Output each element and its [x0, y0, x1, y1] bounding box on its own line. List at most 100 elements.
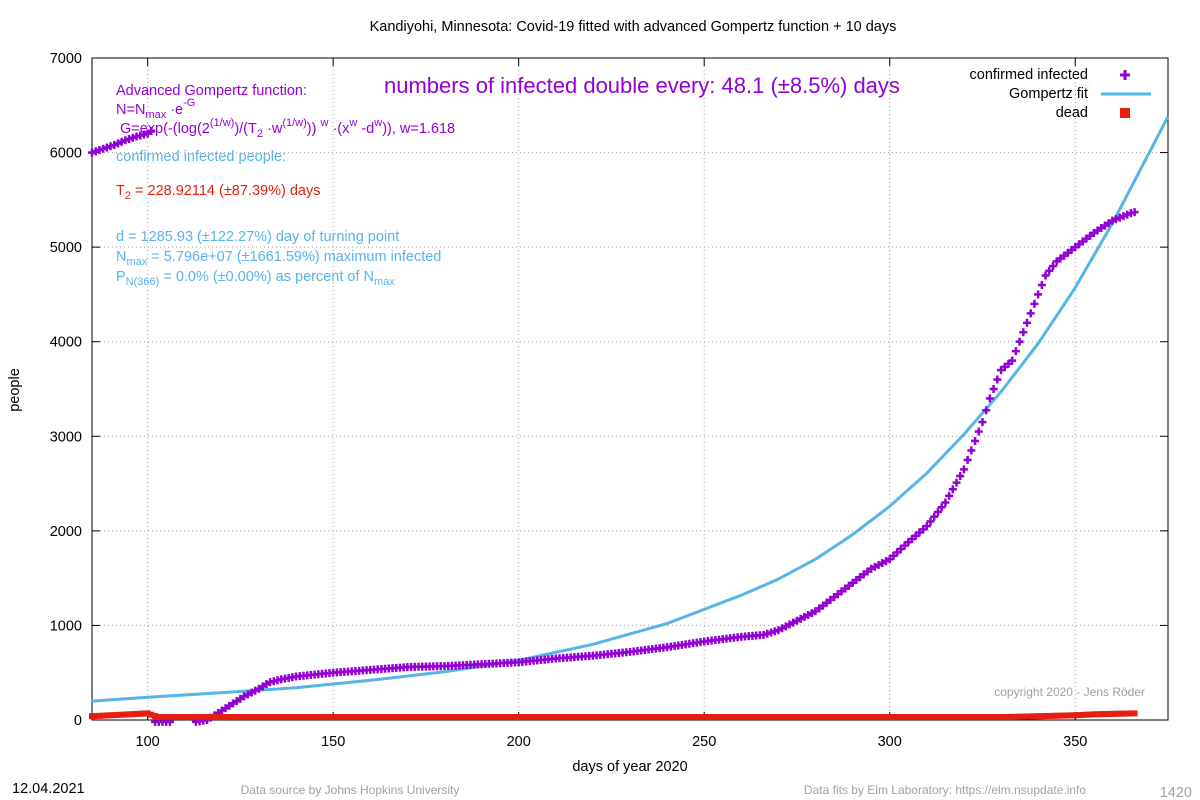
dead-point	[244, 714, 251, 720]
dead-point	[1072, 712, 1079, 719]
infected-point	[945, 491, 954, 500]
dead-point	[463, 714, 470, 720]
dead-point	[1046, 712, 1053, 719]
dead-point	[1001, 714, 1008, 720]
dead-point	[638, 714, 645, 720]
dead-point	[697, 714, 704, 720]
dead-point	[181, 714, 188, 720]
dead-point	[671, 714, 678, 720]
dead-point	[460, 714, 467, 720]
dead-point	[864, 714, 871, 720]
dead-point	[504, 714, 511, 720]
dead-point	[912, 714, 919, 720]
dead-point	[805, 714, 812, 720]
formula-g-1: G=exp(-(log(2	[120, 121, 210, 137]
dead-point	[790, 714, 797, 720]
dead-point	[563, 714, 570, 720]
dead-point	[422, 714, 429, 720]
dead-point	[118, 711, 125, 718]
dead-point	[797, 714, 804, 720]
dead-point	[96, 712, 103, 719]
dead-point	[103, 712, 110, 719]
dead-point	[352, 714, 359, 720]
dead-point	[500, 714, 507, 720]
dead-point	[345, 714, 352, 720]
dead-point	[793, 714, 800, 720]
dead-point	[285, 714, 292, 720]
dead-point	[875, 714, 882, 720]
dead-point	[1127, 710, 1134, 717]
dead-point	[619, 714, 626, 720]
dead-point	[107, 712, 114, 719]
dead-point	[152, 713, 159, 720]
dead-point	[745, 714, 752, 720]
dead-point	[1064, 712, 1071, 719]
dead-point	[237, 714, 244, 720]
infected-point	[1048, 262, 1057, 271]
dead-point	[1049, 712, 1056, 719]
dead-point	[782, 714, 789, 720]
dead-point	[452, 714, 459, 720]
dead-point	[975, 714, 982, 720]
x-axis-label: days of year 2020	[572, 759, 687, 775]
dead-point	[493, 714, 500, 720]
dead-point	[274, 714, 281, 720]
dead-point	[356, 714, 363, 720]
dead-point	[871, 714, 878, 720]
y-tick-label: 5000	[50, 240, 82, 256]
dead-point	[445, 714, 452, 720]
dead-point	[949, 714, 956, 720]
dead-point	[886, 714, 893, 720]
dead-point	[927, 714, 934, 720]
dead-point	[1124, 710, 1131, 717]
dead-point	[148, 711, 155, 718]
dead-point	[734, 714, 741, 720]
dead-point	[267, 714, 274, 720]
dead-point	[552, 714, 559, 720]
dead-point	[341, 714, 348, 720]
legend-marker-infected	[1120, 70, 1130, 80]
infected-point	[1026, 309, 1035, 318]
dead-point	[348, 714, 355, 720]
formula-g-7: )), w=1.618	[382, 121, 455, 137]
dead-point	[133, 710, 140, 717]
dead-point	[972, 714, 979, 720]
dead-point	[682, 714, 689, 720]
dead-point	[1061, 712, 1068, 719]
infected-point	[1045, 266, 1054, 275]
series-confirmed-infected	[88, 126, 1139, 726]
dead-point	[1068, 712, 1075, 719]
p-line: PN(366) = 0.0% (±0.00%) as percent of Nm…	[116, 269, 395, 288]
dead-point	[897, 714, 904, 720]
legend-label-dead: dead	[1056, 105, 1088, 121]
dead-point	[641, 714, 648, 720]
infected-point	[922, 522, 931, 531]
dead-point	[908, 714, 915, 720]
dead-point	[396, 714, 403, 720]
formula-g-4: ))	[307, 121, 321, 137]
dead-point	[868, 714, 875, 720]
doubling-annotation: numbers of infected double every: 48.1 (…	[384, 73, 900, 98]
formula-g-sup1: (1/w)	[210, 117, 234, 129]
dead-point	[456, 714, 463, 720]
dead-point	[890, 714, 897, 720]
infected-point	[993, 375, 1002, 384]
dead-point	[215, 714, 222, 720]
x-tick-label: 100	[136, 734, 160, 750]
formula-n-sub: max	[145, 109, 166, 121]
dead-point	[905, 714, 912, 720]
dead-point	[111, 712, 118, 719]
t2-line: T2 = 228.92114 (±87.39%) days	[116, 183, 320, 202]
infected-point	[978, 418, 987, 427]
dead-point	[957, 714, 964, 720]
legend-marker-dead	[1120, 108, 1130, 118]
dead-point	[270, 714, 277, 720]
formula-g-sup6: w	[373, 117, 382, 129]
formula-g-2: )/(T	[234, 121, 257, 137]
dead-point	[990, 714, 997, 720]
dead-point	[857, 714, 864, 720]
infected-point	[1019, 328, 1028, 337]
dead-point	[389, 714, 396, 720]
dead-point	[656, 714, 663, 720]
dead-point	[834, 714, 841, 720]
